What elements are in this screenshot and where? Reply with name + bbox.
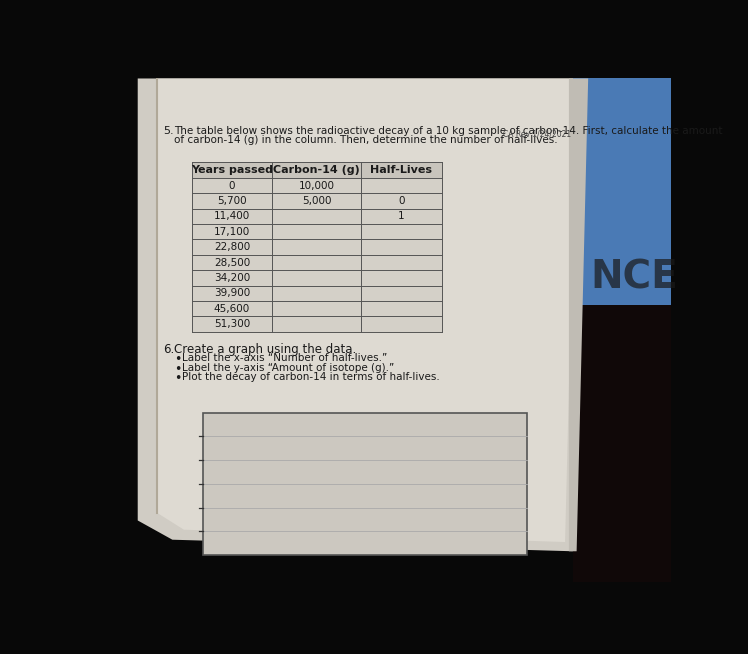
Text: •: • [174,362,181,375]
Polygon shape [157,78,577,542]
Text: 11,400: 11,400 [214,211,250,221]
Text: 34,200: 34,200 [214,273,250,283]
Polygon shape [573,78,671,305]
Bar [361,162,442,178]
Text: of carbon-14 (g) in the column. Then, determine the number of half-lives.: of carbon-14 (g) in the column. Then, de… [174,135,557,145]
Text: The table below shows the radioactive decay of a 10 kg sample of carbon-14. Firs: The table below shows the radioactive de… [174,126,723,136]
Bar [191,162,272,178]
Text: •: • [174,372,181,385]
Text: 1: 1 [398,211,405,221]
Text: 45,600: 45,600 [214,303,250,314]
Text: 5,700: 5,700 [217,196,247,206]
Text: 10,000: 10,000 [298,181,335,190]
Text: Create a graph using the data.: Create a graph using the data. [174,343,356,356]
Text: 51,300: 51,300 [214,319,250,329]
Text: 5,000: 5,000 [302,196,331,206]
Text: 0: 0 [398,196,405,206]
Text: CA Rev 1/24/2021: CA Rev 1/24/2021 [503,129,571,138]
Text: 17,100: 17,100 [214,227,250,237]
Text: Plot the decay of carbon-14 in terms of half-lives.: Plot the decay of carbon-14 in terms of … [182,372,439,382]
Text: Label the y-axis “Amount of isotope (g).”: Label the y-axis “Amount of isotope (g).… [182,362,394,373]
Text: 22,800: 22,800 [214,242,250,252]
Text: 5.: 5. [163,126,174,136]
Text: Years passed: Years passed [191,165,273,175]
Bar [573,78,671,582]
Text: 28,500: 28,500 [214,258,250,267]
Polygon shape [573,305,671,582]
Text: •: • [174,353,181,366]
Text: 39,900: 39,900 [214,288,250,298]
Polygon shape [569,78,588,551]
Text: NCE: NCE [590,259,678,297]
Bar [191,162,442,332]
Text: Label the x-axis “Number of half-lives.”: Label the x-axis “Number of half-lives.” [182,353,387,364]
Text: Carbon-14 (g): Carbon-14 (g) [273,165,360,175]
Polygon shape [138,78,588,551]
Text: 0: 0 [229,181,236,190]
Bar [203,413,527,555]
Text: Half-Lives: Half-Lives [370,165,432,175]
Bar [272,162,361,178]
Text: 6.: 6. [163,343,174,356]
